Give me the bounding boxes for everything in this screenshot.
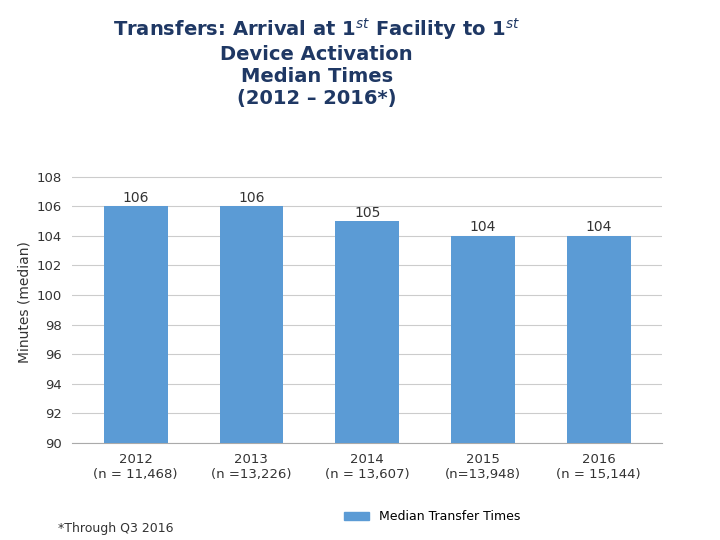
Y-axis label: Minutes (median): Minutes (median) [17,241,32,363]
Text: 106: 106 [122,191,149,205]
Legend: Median Transfer Times: Median Transfer Times [339,505,525,528]
Bar [220,206,283,540]
Bar [336,221,399,540]
Text: 104: 104 [585,220,612,234]
Bar [451,236,515,540]
Text: 106: 106 [238,191,265,205]
Bar [104,206,168,540]
Text: 105: 105 [354,206,380,220]
Bar [567,236,631,540]
Text: *Through Q3 2016: *Through Q3 2016 [58,522,173,535]
Text: 104: 104 [469,220,496,234]
Text: Transfers: Arrival at 1$^{st}$ Facility to 1$^{st}$
Device Activation
Median Tim: Transfers: Arrival at 1$^{st}$ Facility … [113,16,521,108]
